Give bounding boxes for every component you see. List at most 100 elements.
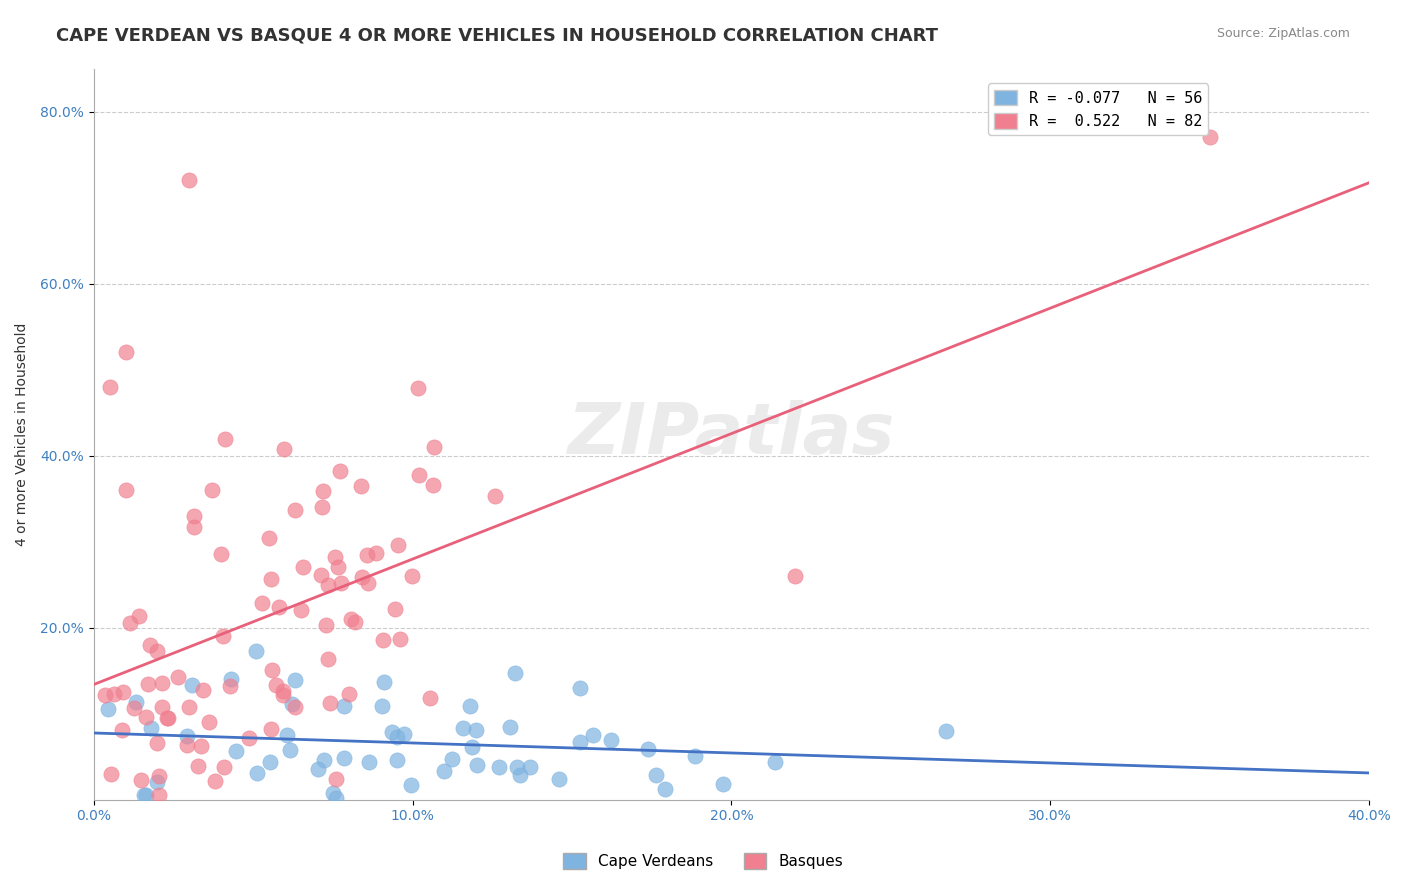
Point bbox=[225, 744, 247, 758]
Point bbox=[245, 644, 267, 658]
Text: ZIPatlas: ZIPatlas bbox=[568, 400, 896, 468]
Point bbox=[198, 715, 221, 730]
Point bbox=[461, 740, 484, 755]
Point bbox=[187, 759, 209, 773]
Point bbox=[464, 723, 486, 737]
Point bbox=[100, 767, 122, 781]
Point bbox=[284, 673, 307, 688]
Point bbox=[422, 478, 444, 492]
Point bbox=[134, 788, 156, 802]
Point bbox=[506, 760, 529, 774]
Point bbox=[278, 742, 301, 756]
Point bbox=[408, 468, 430, 483]
Point bbox=[276, 728, 298, 742]
Point bbox=[135, 710, 157, 724]
Point bbox=[191, 683, 214, 698]
Point bbox=[146, 774, 169, 789]
Point bbox=[97, 701, 120, 715]
Point bbox=[503, 666, 526, 681]
Point bbox=[645, 768, 668, 782]
Point bbox=[329, 464, 352, 478]
Point bbox=[183, 509, 205, 524]
Point bbox=[201, 483, 224, 498]
Point bbox=[467, 757, 489, 772]
Point bbox=[356, 548, 378, 562]
Point bbox=[344, 615, 367, 629]
Point bbox=[271, 683, 294, 698]
Point bbox=[219, 679, 242, 693]
Point bbox=[260, 572, 283, 586]
Point bbox=[145, 643, 167, 657]
Point bbox=[399, 778, 422, 792]
Point bbox=[183, 519, 205, 533]
Point bbox=[387, 538, 409, 552]
Point bbox=[423, 440, 446, 454]
Point bbox=[315, 618, 337, 632]
Point bbox=[458, 699, 481, 714]
Point bbox=[329, 575, 352, 590]
Point bbox=[120, 615, 142, 630]
Point bbox=[259, 756, 281, 770]
Point bbox=[711, 776, 734, 790]
Point bbox=[135, 788, 157, 802]
Point bbox=[352, 570, 374, 584]
Point bbox=[654, 781, 676, 796]
Point bbox=[156, 711, 179, 725]
Point bbox=[177, 699, 200, 714]
Point bbox=[451, 721, 474, 735]
Point bbox=[600, 732, 623, 747]
Point bbox=[284, 700, 307, 714]
Point bbox=[309, 567, 332, 582]
Point bbox=[318, 652, 340, 666]
Point bbox=[176, 738, 198, 752]
Point bbox=[333, 699, 356, 714]
Point bbox=[94, 688, 117, 702]
Point bbox=[325, 791, 347, 805]
Point bbox=[332, 751, 354, 765]
Point bbox=[148, 769, 170, 783]
Point bbox=[157, 711, 180, 725]
Point bbox=[373, 674, 395, 689]
Point bbox=[124, 701, 146, 715]
Point bbox=[246, 766, 269, 780]
Point bbox=[568, 734, 591, 748]
Point bbox=[124, 695, 146, 709]
Point bbox=[484, 489, 506, 503]
Point bbox=[214, 760, 236, 774]
Point bbox=[433, 764, 456, 778]
Point bbox=[166, 670, 188, 684]
Point bbox=[204, 773, 226, 788]
Point bbox=[366, 546, 388, 560]
Point bbox=[212, 629, 235, 643]
Point bbox=[569, 681, 592, 696]
Point bbox=[307, 762, 329, 776]
Point bbox=[406, 381, 429, 395]
Point bbox=[371, 632, 394, 647]
Point bbox=[441, 752, 464, 766]
Point bbox=[219, 672, 242, 686]
Text: CAPE VERDEAN VS BASQUE 4 OR MORE VEHICLES IN HOUSEHOLD CORRELATION CHART: CAPE VERDEAN VS BASQUE 4 OR MORE VEHICLE… bbox=[56, 27, 938, 45]
Point bbox=[637, 741, 659, 756]
Point bbox=[176, 729, 198, 743]
Point bbox=[190, 739, 212, 753]
Point bbox=[114, 483, 136, 497]
Point bbox=[257, 531, 280, 545]
Point bbox=[935, 723, 957, 738]
Point bbox=[260, 663, 283, 677]
Point bbox=[392, 727, 415, 741]
Point bbox=[328, 560, 350, 574]
Point bbox=[209, 548, 232, 562]
Point bbox=[314, 753, 336, 767]
Point bbox=[763, 755, 786, 769]
Point bbox=[273, 442, 295, 457]
Point bbox=[214, 432, 236, 446]
Point bbox=[1198, 130, 1220, 145]
Point bbox=[281, 698, 304, 712]
Point bbox=[419, 690, 441, 705]
Point bbox=[267, 599, 290, 614]
Point bbox=[499, 720, 522, 734]
Point bbox=[111, 723, 134, 738]
Point bbox=[252, 595, 274, 609]
Point bbox=[401, 569, 423, 583]
Point bbox=[136, 677, 159, 691]
